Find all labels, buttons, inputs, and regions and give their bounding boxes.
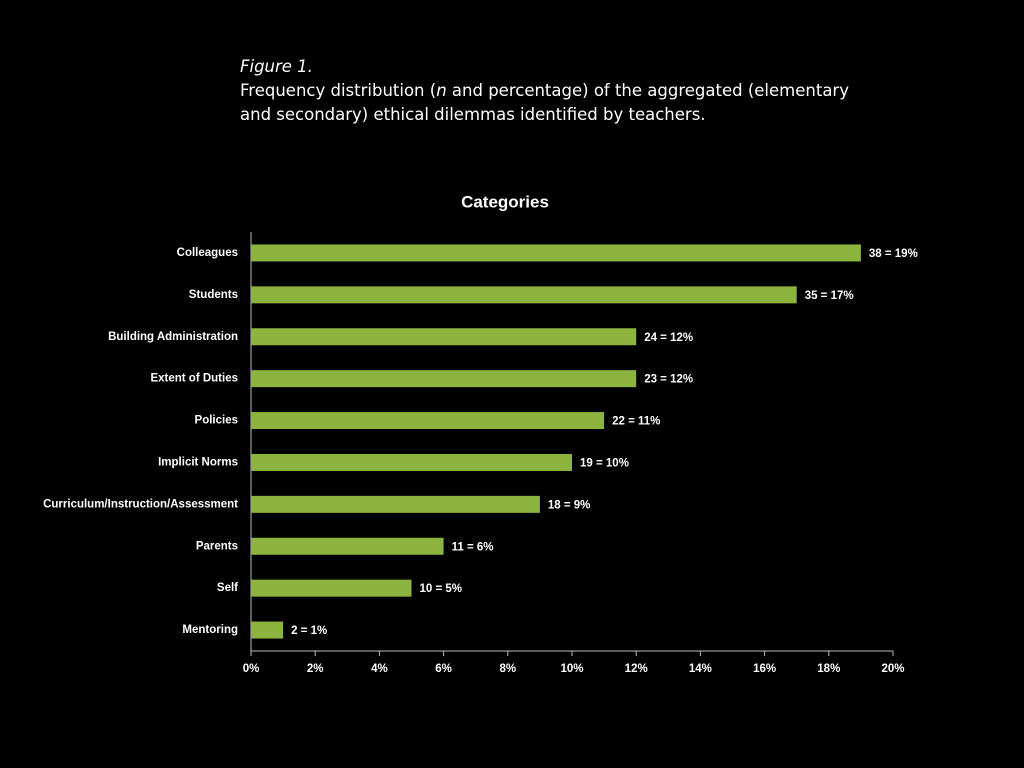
y-tick-label: Building Administration [108, 331, 238, 343]
value-label: 23 = 12% [644, 374, 693, 386]
bar [251, 286, 797, 304]
value-label: 18 = 9% [548, 499, 591, 511]
value-label: 2 = 1% [291, 625, 327, 637]
x-tick-label: 16% [753, 663, 776, 675]
value-label: 10 = 5% [420, 583, 463, 595]
value-label: 35 = 17% [805, 290, 854, 302]
x-tick-label: 4% [371, 663, 388, 675]
bar [251, 370, 637, 388]
y-tick-label: Colleagues [177, 247, 238, 259]
bar [251, 412, 605, 430]
value-label: 24 = 12% [644, 332, 693, 344]
bar [251, 244, 861, 262]
x-tick-label: 20% [881, 663, 904, 675]
x-tick-label: 6% [435, 663, 452, 675]
figure-label: Figure 1. [240, 55, 880, 79]
x-tick-label: 2% [307, 663, 324, 675]
y-tick-label: Extent of Duties [150, 373, 238, 385]
caption-part: Frequency distribution ( [240, 81, 437, 100]
x-tick-label: 14% [689, 663, 712, 675]
bar [251, 621, 284, 639]
y-tick-label: Self [217, 582, 238, 594]
y-tick-label: Policies [195, 415, 238, 427]
x-tick-label: 18% [817, 663, 840, 675]
value-label: 38 = 19% [869, 248, 918, 260]
caption-part: and percentage) of the aggregated (eleme… [240, 81, 849, 124]
x-tick-label: 0% [243, 663, 260, 675]
x-tick-label: 8% [499, 663, 516, 675]
caption-part: n [436, 81, 447, 100]
bar [251, 495, 540, 513]
bar [251, 579, 412, 597]
y-tick-label: Mentoring [182, 624, 238, 636]
figure-label-text: Figure 1. [240, 57, 313, 76]
caption-text: Frequency distribution (n and percentage… [240, 79, 880, 127]
value-label: 22 = 11% [612, 416, 660, 428]
x-tick-label: 10% [560, 663, 583, 675]
bar [251, 328, 637, 346]
y-tick-label: Implicit Norms [158, 456, 238, 468]
value-label: 11 = 6% [452, 541, 494, 553]
y-tick-label: Curriculum/Instruction/Assessment [43, 498, 238, 510]
x-tick-label: 12% [625, 663, 648, 675]
bar [251, 537, 444, 555]
chart-title: Categories [461, 192, 549, 211]
y-tick-label: Students [189, 289, 238, 301]
value-label: 19 = 10% [580, 457, 629, 469]
y-tick-label: Parents [196, 540, 238, 552]
figure-caption: Figure 1. Frequency distribution (n and … [240, 55, 880, 127]
bar [251, 453, 572, 471]
